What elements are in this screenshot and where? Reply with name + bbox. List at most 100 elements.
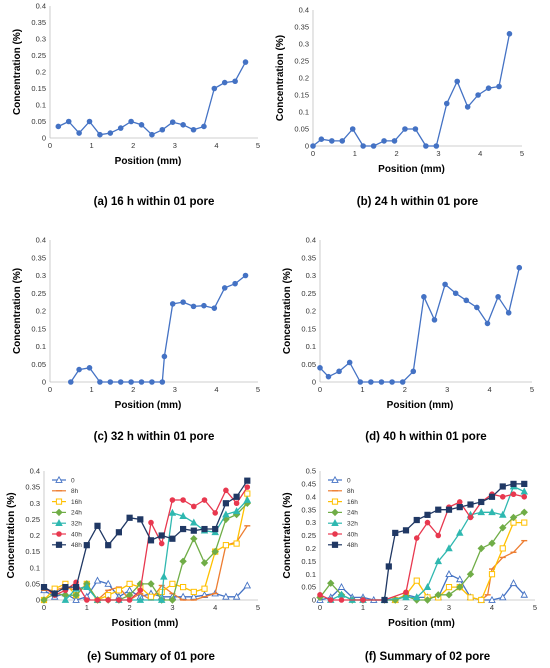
data-point [179,592,187,600]
data-point [510,491,517,498]
data-point [86,118,93,125]
series-data [68,272,249,385]
data-point [378,379,385,385]
data-point [510,480,517,487]
y-tick-label: 0.2 [299,74,309,83]
x-tick-label: 4 [488,385,492,394]
data-point [336,368,342,375]
y-tick-label: 0.2 [30,531,40,540]
x-tick-label: 2 [403,385,407,394]
y-tick-label: 0.3 [299,40,309,49]
x-tick-label: 3 [445,385,449,394]
legend-marker [55,475,63,483]
y-tick-label: 0.25 [31,289,46,298]
x-tick-label: 5 [256,141,260,150]
data-point [149,131,155,138]
data-point [190,527,197,534]
y-tick-label: 0.05 [294,125,309,134]
x-tick-label: 3 [447,603,451,612]
y-tick-label: 0.3 [36,271,46,280]
y-tick-label: 0.2 [306,307,316,316]
legend-label: 24h [71,510,82,517]
data-point [445,506,453,513]
data-point [222,592,230,600]
data-point [158,540,165,547]
data-point [201,302,207,309]
data-point [169,580,176,587]
data-point [443,100,450,107]
data-point [83,542,90,549]
data-point [466,570,475,578]
data-point [413,516,420,524]
data-point [498,593,507,601]
data-point [391,138,398,144]
legend-label: 8h [347,488,355,495]
y-tick-label: 0.2 [36,307,46,316]
data-point [370,143,377,149]
data-point [413,535,420,541]
data-point [179,557,187,566]
y-axis-title: Concentration (%) [12,268,23,354]
x-tick-label: 5 [256,385,260,394]
data-point [161,353,168,360]
data-point [179,511,187,519]
y-tick-label: 0.4 [306,492,316,501]
panel-caption: (b) 24 h within 01 pore [357,196,478,208]
data-point [423,596,432,604]
data-point [317,365,323,371]
data-point [435,506,442,513]
legend-label: 0 [71,477,75,484]
chart-panel-a: 0 0.05 0.1 0.15 0.2 0.25 0.3 0.35 0.4 0 1 2 3 4 5 Posit… [12,2,260,208]
y-tick-label: 0.15 [25,547,40,556]
x-axis-title: Position (mm) [115,156,182,167]
y-tick-label: 0 [42,134,46,143]
data-point [117,125,124,131]
x-tick-label: 2 [131,141,135,150]
legend-marker [331,508,339,517]
data-point [521,519,528,526]
data-point [86,365,93,371]
data-point [201,497,208,503]
data-point [381,138,387,144]
data-point [327,579,335,587]
x-tick-label: 5 [530,385,534,394]
y-tick-label: 0.4 [306,236,316,245]
series-data [310,31,513,149]
data-point [243,581,252,589]
x-tick-label: 2 [395,149,399,158]
data-point [180,525,187,533]
data-point [61,595,70,603]
panel-caption: (f) Summary of 02 pore [365,651,490,663]
data-point [169,301,176,307]
chart-panel-d: 0 0.05 0.1 0.15 0.2 0.25 0.3 0.35 0.4 0 1 2 3 4 5 Posit… [282,236,534,443]
x-tick-label: 3 [436,149,440,158]
data-point [76,366,82,373]
data-point [83,582,91,590]
panel-caption: (d) 40 h within 01 pore [365,431,486,443]
data-point [190,126,197,133]
data-point [116,597,122,603]
data-point [360,143,366,149]
data-point [402,126,408,132]
data-point [402,527,410,534]
x-tick-label: 5 [520,149,524,158]
data-point [475,92,481,98]
legend-marker [56,531,62,537]
data-point [488,571,496,578]
y-tick-label: 0.35 [294,23,309,32]
legend-marker [331,541,339,548]
x-tick-label: 4 [214,141,218,150]
series-8h [478,539,528,601]
data-point [212,510,218,516]
data-point [412,126,419,132]
data-point [484,320,491,327]
data-point [94,597,101,603]
legend-label: 40h [71,531,82,538]
data-point [180,122,186,128]
y-tick-label: 0.4 [36,2,46,11]
series-line [480,540,525,601]
data-point [94,522,101,529]
data-point [474,304,480,311]
data-point [128,379,134,385]
